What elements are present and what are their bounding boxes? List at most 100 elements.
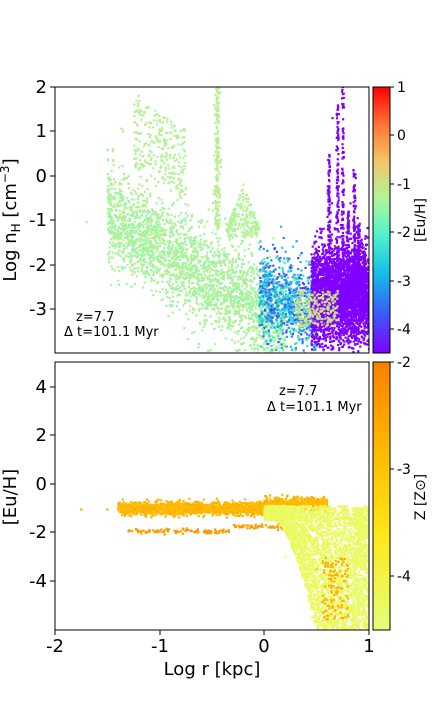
density-point (176, 294, 179, 297)
density-point (171, 234, 175, 237)
density-point (269, 301, 272, 304)
density-point (251, 327, 254, 330)
density-point (140, 255, 143, 258)
density-point (264, 362, 266, 364)
density-point (149, 220, 152, 223)
density-point (157, 242, 160, 245)
density-point (236, 276, 239, 279)
density-point (267, 347, 270, 350)
density-point (168, 284, 171, 287)
density-point (119, 243, 122, 246)
density-point (238, 270, 241, 273)
density-point (230, 288, 234, 291)
density-point (127, 187, 130, 190)
density-point (249, 309, 252, 312)
density-point (231, 257, 234, 260)
density-point (277, 336, 280, 339)
density-point (170, 265, 173, 268)
density-point (270, 306, 273, 309)
density-point (217, 316, 220, 319)
density-point (282, 293, 285, 296)
density-point (304, 301, 307, 305)
density-point (264, 307, 267, 310)
density-point (191, 242, 194, 245)
density-point (136, 214, 139, 218)
density-point (137, 187, 140, 190)
density-point (203, 295, 207, 298)
density-point (332, 356, 334, 358)
density-point (160, 254, 164, 257)
density-point (114, 269, 117, 272)
density-point (132, 270, 135, 273)
density-point (130, 230, 133, 233)
density-point (269, 319, 272, 322)
density-point (227, 228, 230, 231)
density-point (232, 218, 235, 221)
density-point (126, 207, 129, 210)
density-point (120, 127, 123, 130)
density-point (275, 299, 279, 302)
density-point (345, 244, 348, 247)
density-point (133, 157, 136, 160)
density-point (138, 249, 141, 252)
density-point (165, 166, 168, 170)
density-point (243, 231, 246, 234)
density-point (269, 270, 272, 273)
density-point (184, 154, 187, 157)
density-point (267, 336, 270, 339)
density-point (161, 273, 165, 277)
density-point (133, 198, 136, 201)
density-point (125, 283, 128, 286)
density-point (270, 290, 273, 293)
density-point (266, 265, 269, 268)
density-point (289, 330, 292, 333)
density-point (251, 280, 254, 283)
density-point (297, 281, 301, 284)
density-point (171, 227, 174, 230)
density-point (266, 281, 269, 284)
density-point (284, 275, 287, 278)
density-point (218, 214, 221, 217)
density-point (163, 232, 166, 235)
density-point (154, 135, 157, 138)
density-point (288, 257, 291, 260)
density-point (260, 289, 263, 293)
density-point (307, 263, 310, 266)
density-point (162, 139, 166, 142)
density-point (181, 225, 185, 228)
density-point (224, 253, 227, 257)
density-point (169, 274, 172, 277)
density-point (135, 231, 138, 234)
density-point (128, 235, 132, 238)
density-point (166, 246, 170, 249)
density-point (214, 132, 217, 136)
density-point (264, 348, 267, 351)
density-point (278, 340, 282, 343)
density-point (153, 279, 156, 282)
density-point (140, 193, 143, 196)
density-point (214, 217, 217, 220)
density-point (202, 247, 205, 250)
density-point (202, 255, 205, 258)
density-point (183, 167, 186, 170)
density-point (130, 285, 133, 288)
density-point (214, 158, 217, 161)
density-point (298, 378, 300, 380)
density-point (254, 300, 257, 303)
density-point (243, 304, 246, 307)
density-point (188, 292, 191, 295)
density-point (279, 325, 282, 328)
density-point (315, 262, 318, 265)
density-point (266, 298, 269, 301)
density-point (117, 253, 120, 256)
density-point (223, 278, 226, 281)
density-point (268, 305, 271, 308)
density-point (108, 193, 111, 196)
density-point (123, 177, 126, 180)
density-point (264, 288, 267, 291)
density-point (138, 237, 141, 240)
density-point (242, 234, 245, 237)
density-point (262, 287, 265, 290)
density-point (281, 270, 284, 273)
density-point (202, 263, 205, 266)
